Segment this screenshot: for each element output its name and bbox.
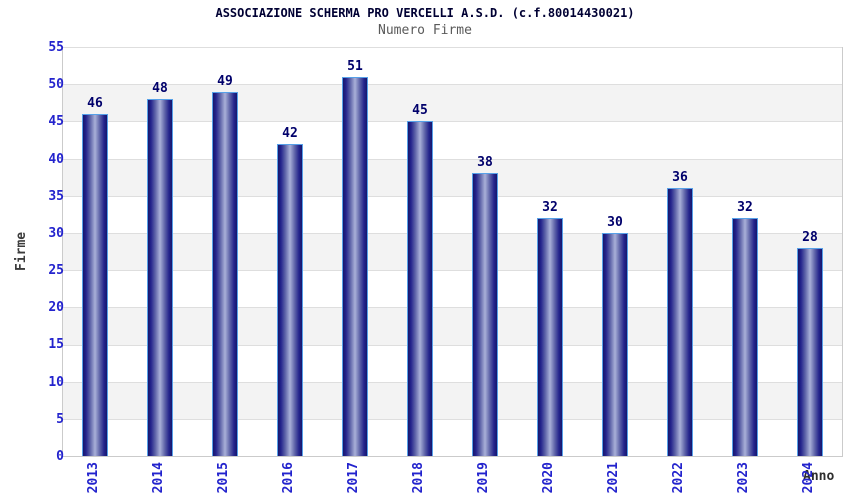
grid-band [63,232,842,271]
x-tick-label: 2020 [541,462,556,494]
bar [537,218,563,456]
grid-band [63,381,842,419]
y-axis-title: Firme [14,231,29,272]
bar [602,233,628,456]
x-tick-label: 2017 [346,462,361,494]
bar [147,99,173,456]
x-tick-label: 2016 [281,462,296,494]
bar-value-label: 45 [412,103,428,118]
bar [82,114,108,456]
bar-value-label: 48 [152,81,168,96]
bar-value-label: 46 [87,96,103,111]
bar-value-label: 42 [282,126,298,141]
background-bands [63,47,842,457]
bar-value-label: 51 [347,59,363,74]
x-tick-label: 2019 [476,462,491,494]
bar-value-label: 32 [542,200,558,215]
grid-band [63,84,842,122]
bar [407,121,433,456]
plot-area: 46 48 49 42 51 45 38 32 30 36 32 28 [62,47,843,457]
chart-subtitle: Numero Firme [378,23,472,38]
bar-value-label: 49 [217,74,233,89]
bar [277,144,303,456]
y-tick-label: 50 [48,77,64,93]
bar [472,173,498,456]
bar [212,92,238,456]
x-tick-label: 2014 [151,462,166,494]
y-tick-label: 5 [56,411,64,427]
bar-value-label: 32 [737,200,753,215]
y-tick-label: 45 [48,114,64,130]
y-tick-label: 20 [48,300,64,316]
y-tick-label: 35 [48,188,64,204]
y-tick-label: 25 [48,263,64,279]
bar-value-label: 38 [477,155,493,170]
bar [797,248,823,456]
grid-band [63,158,842,196]
grid-band [63,270,842,308]
y-tick-label: 55 [48,40,64,55]
x-axis-title: Anno [803,469,835,484]
y-tick-label: 40 [48,151,64,167]
chart-title: ASSOCIAZIONE SCHERMA PRO VERCELLI A.S.D.… [215,6,635,20]
bar [342,77,368,456]
grid-band [63,121,842,159]
y-tick-label: 15 [48,337,64,353]
x-tick-label: 2015 [216,462,231,494]
grid-band [63,418,842,457]
x-tick-label: 2013 [86,462,101,494]
grid-band [63,195,842,233]
y-tick-label: 10 [48,374,64,390]
x-tick-label: 2022 [671,462,686,494]
bar [667,188,693,456]
bar-value-label: 36 [672,170,688,185]
bar-value-label: 30 [607,215,623,230]
x-tick-label: 2023 [736,462,751,494]
bar [732,218,758,456]
grid-band [63,47,842,85]
grid-band [63,344,842,382]
bar-value-label: 28 [802,230,818,245]
x-tick-label: 2021 [606,462,621,494]
x-tick-label: 2024 [801,462,816,494]
y-tick-label: 0 [56,449,64,464]
x-tick-label: 2018 [411,462,426,494]
grid-band [63,307,842,345]
y-tick-label: 30 [48,225,64,241]
